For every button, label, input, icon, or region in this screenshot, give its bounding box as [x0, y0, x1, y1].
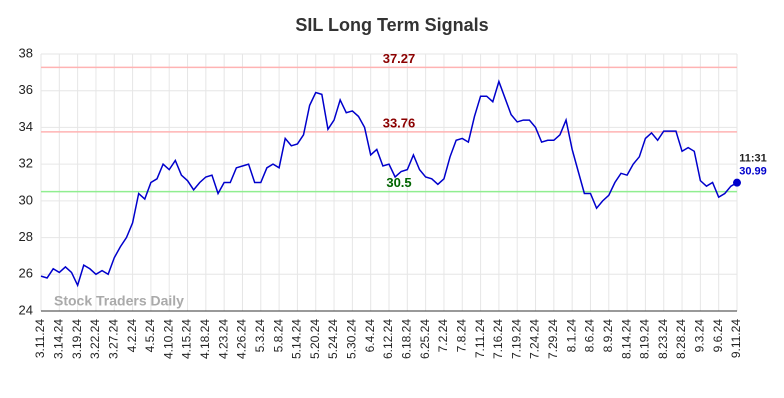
- x-tick-label: 7.2.24: [436, 319, 450, 353]
- x-tick-label: 4.2.24: [125, 319, 139, 353]
- x-tick-label: 7.16.24: [491, 319, 505, 359]
- x-tick-label: 3.27.24: [106, 319, 120, 359]
- x-tick-label: 5.30.24: [345, 319, 359, 359]
- x-tick-label: 3.11.24: [33, 319, 47, 358]
- x-tick-label: 6.4.24: [363, 319, 377, 353]
- last-time: 11:31: [739, 153, 767, 165]
- signal-label: 33.76: [383, 115, 416, 130]
- x-tick-label: 6.25.24: [418, 319, 432, 359]
- x-tick-label: 7.29.24: [546, 319, 560, 359]
- x-tick-label: 5.20.24: [308, 319, 322, 359]
- y-tick-label: 34: [19, 119, 33, 134]
- x-tick-label: 4.15.24: [180, 319, 194, 359]
- x-tick-label: 8.1.24: [564, 319, 578, 353]
- x-tick-label: 7.11.24: [473, 319, 487, 358]
- x-tick-label: 3.22.24: [88, 319, 102, 359]
- x-tick-label: 5.8.24: [271, 319, 285, 353]
- x-tick-label: 3.14.24: [51, 319, 65, 359]
- x-tick-label: 8.19.24: [638, 319, 652, 359]
- x-tick-label: 8.23.24: [656, 319, 670, 359]
- x-tick-label: 4.23.24: [216, 319, 230, 359]
- price-line: [40, 79, 738, 288]
- x-tick-label: 9.3.24: [693, 319, 707, 353]
- y-tick-label: 32: [19, 156, 33, 171]
- last-point: [733, 178, 741, 187]
- x-tick-label: 4.10.24: [161, 319, 175, 359]
- signal-label: 30.5: [386, 175, 411, 190]
- chart-title: SIL Long Term Signals: [295, 15, 488, 35]
- x-tick-label: 5.3.24: [253, 319, 267, 353]
- x-tick-label: 3.19.24: [70, 319, 84, 359]
- x-tick-label: 6.12.24: [381, 319, 395, 359]
- x-tick-label: 9.11.24: [729, 319, 743, 358]
- watermark: Stock Traders Daily: [54, 293, 184, 309]
- x-tick-label: 5.14.24: [290, 319, 304, 359]
- x-tick-label: 9.6.24: [711, 319, 725, 353]
- y-tick-label: 30: [19, 192, 33, 207]
- x-tick-label: 7.8.24: [454, 319, 468, 353]
- x-tick-label: 8.9.24: [601, 319, 615, 353]
- x-tick-label: 8.6.24: [583, 319, 597, 353]
- y-tick-label: 36: [19, 82, 33, 97]
- x-tick-label: 6.18.24: [399, 319, 413, 359]
- signal-label: 37.27: [383, 51, 416, 66]
- y-tick-label: 24: [19, 302, 33, 317]
- x-tick-label: 5.24.24: [326, 319, 340, 359]
- last-value: 30.99: [739, 166, 767, 178]
- x-tick-label: 4.5.24: [143, 319, 157, 353]
- x-tick-label: 8.28.24: [674, 319, 688, 359]
- y-tick-label: 26: [19, 266, 33, 281]
- x-tick-label: 4.26.24: [235, 319, 249, 359]
- y-tick-label: 28: [19, 229, 33, 244]
- x-tick-label: 7.19.24: [509, 319, 523, 359]
- x-tick-label: 8.14.24: [619, 319, 633, 359]
- x-tick-label: 4.18.24: [198, 319, 212, 359]
- x-tick-label: 7.24.24: [528, 319, 542, 359]
- y-tick-label: 38: [19, 45, 33, 60]
